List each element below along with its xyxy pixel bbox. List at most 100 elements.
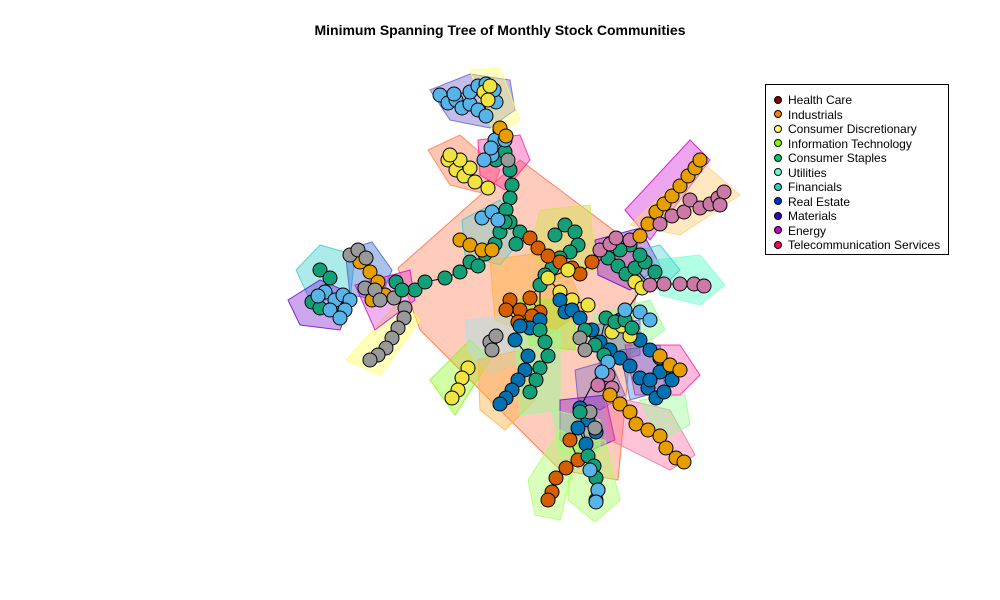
tree-node [570,420,586,436]
legend-label: Materials [788,209,837,223]
legend-label: Telecommunication Services [788,238,941,252]
tree-node [488,328,504,344]
tree-node [490,212,506,228]
tree-node [540,270,556,286]
tree-node [446,86,462,102]
tree-node [507,332,523,348]
tree-node [310,288,326,304]
tree-node [642,277,658,293]
tree-node [470,258,486,274]
tree-node [572,404,588,420]
legend-label: Real Estate [788,194,851,209]
tree-node [647,264,663,280]
tree-node [394,282,410,298]
tree-node [562,432,578,448]
legend-item: Information Technology [774,137,948,152]
tree-node [676,454,692,470]
tree-node [522,290,538,306]
tree-node [548,470,564,486]
tree-node [587,420,603,436]
tree-node [312,262,328,278]
tree-node [478,108,494,124]
tree-node [594,364,610,380]
tree-node [482,78,498,94]
tree-node [617,302,633,318]
tree-node [588,494,604,510]
tree-node [467,174,483,190]
legend-marker [774,197,782,206]
tree-node [520,348,536,364]
tree-node [484,342,500,358]
tree-node [522,384,538,400]
tree-node [332,310,348,326]
tree-node [656,276,672,292]
tree-node [512,318,528,334]
tree-node [537,334,553,350]
tree-node [672,178,688,194]
legend-label: Industrials [788,107,843,122]
legend-label: Health Care [788,93,853,107]
tree-node [558,460,574,476]
tree-node [624,320,640,336]
tree-node [560,262,576,278]
legend-item: Consumer Discretionary [774,122,948,137]
legend-marker [774,182,782,191]
tree-node [640,422,656,438]
legend-label: Information Technology [788,136,912,151]
tree-node [642,372,658,388]
tree-node [582,462,598,478]
tree-node [530,240,546,256]
tree-node [664,372,680,388]
legend: Health Care Industrials Consumer Discret… [765,84,949,255]
tree-node [608,230,624,246]
tree-node [372,292,388,308]
tree-node [622,404,638,420]
tree-node [522,230,538,246]
tree-node [500,152,516,168]
legend-marker [774,139,782,148]
tree-node [362,264,378,280]
tree-node [498,128,514,144]
legend-marker [774,124,782,133]
tree-node [642,312,658,328]
tree-node [652,348,668,364]
legend-item: Telecommunication Services [774,238,948,253]
tree-node [358,250,374,266]
tree-node [483,140,499,156]
legend-item: Energy [774,224,948,239]
legend-label: Financials [788,180,843,194]
tree-node [492,396,508,412]
tree-node [362,352,378,368]
tree-node [528,372,544,388]
tree-node [444,390,460,406]
tree-node [580,297,596,313]
legend-item: Real Estate [774,195,948,210]
tree-node [672,276,688,292]
tree-node [632,228,648,244]
legend-marker [774,211,782,220]
tree-node [322,302,338,318]
legend-marker [774,110,782,119]
legend-item: Utilities [774,166,948,181]
tree-node [652,428,668,444]
tree-node [632,247,648,263]
tree-node [656,384,672,400]
tree-node [322,270,338,286]
legend-item: Consumer Staples [774,151,948,166]
tree-node [692,152,708,168]
tree-node [508,236,524,252]
tree-node [540,492,556,508]
legend-item: Materials [774,209,948,224]
legend-marker [774,153,782,162]
tree-node [480,180,496,196]
tree-node [442,147,458,163]
tree-node [672,362,688,378]
tree-node [612,396,628,412]
tree-node [658,440,674,456]
tree-node [567,224,583,240]
legend-marker [774,226,782,235]
legend-label: Consumer Staples [788,151,887,165]
tree-node [682,192,698,208]
tree-node [577,342,593,358]
tree-node [664,188,680,204]
